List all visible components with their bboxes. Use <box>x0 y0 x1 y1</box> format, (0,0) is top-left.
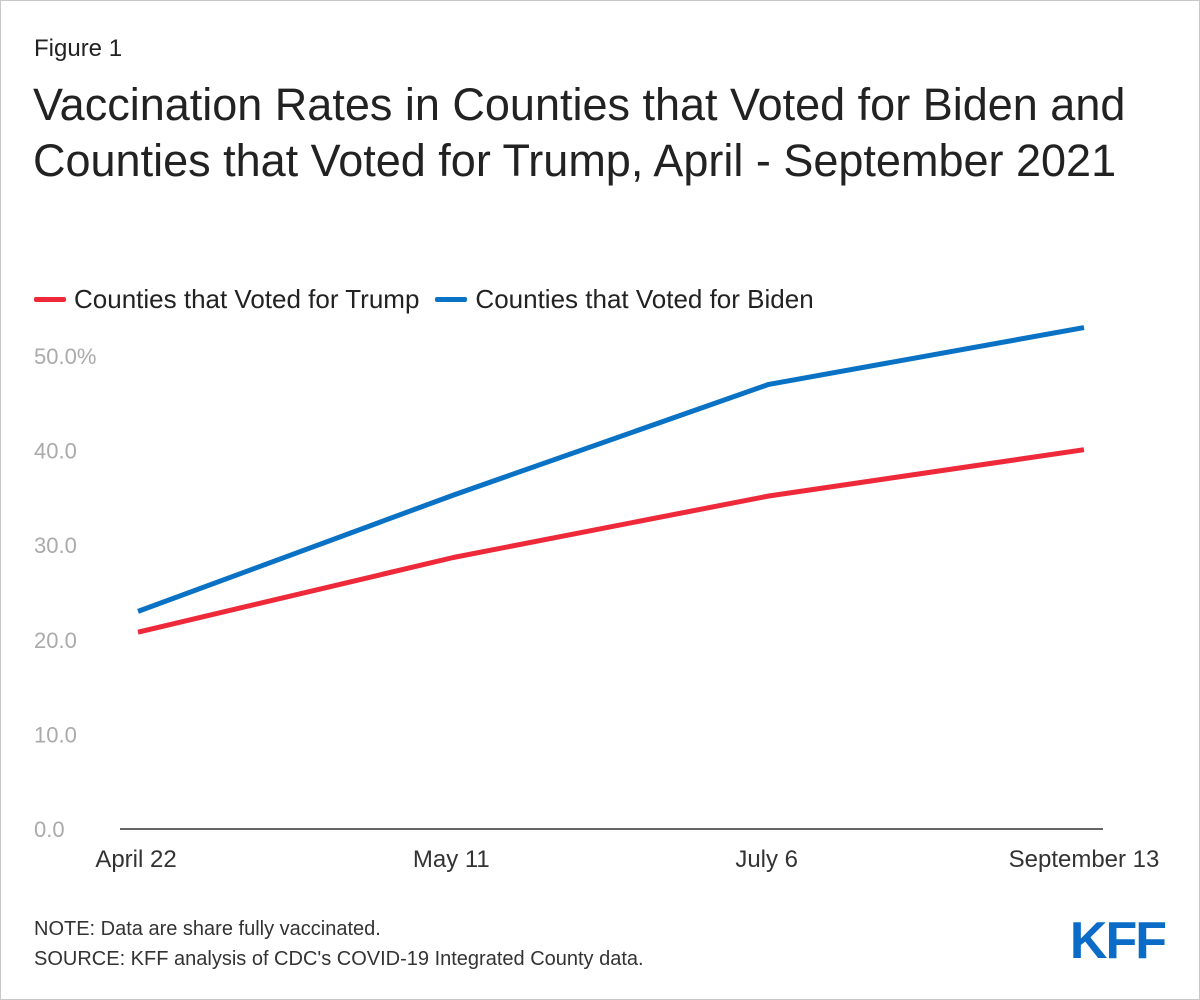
figure-label: Figure 1 <box>34 35 123 62</box>
footer-source: SOURCE: KFF analysis of CDC's COVID-19 I… <box>34 948 644 970</box>
line-chart: 0.0 10.0 20.0 30.0 40.0 50.0% April 22 May 11 Ju… <box>34 325 1160 873</box>
y-tick-label: 10.0 <box>34 722 77 747</box>
legend-swatch-trump <box>34 297 66 302</box>
legend-label-trump: Counties that Voted for Trump <box>74 284 420 314</box>
y-tick-label: 40.0 <box>34 439 77 464</box>
chart-legend: Counties that Voted for Trump Counties t… <box>34 284 814 315</box>
y-tick-label: 30.0 <box>34 533 77 558</box>
chart-footer: NOTE: Data are share fully vaccinated. S… <box>34 914 644 974</box>
y-tick-label: 20.0 <box>34 628 77 653</box>
legend-item-biden: Counties that Voted for Biden <box>435 284 814 315</box>
x-tick-label: September 13 <box>1009 846 1160 873</box>
footer-note: NOTE: Data are share fully vaccinated. <box>34 918 381 940</box>
kff-logo: KFF <box>1069 912 1167 970</box>
legend-swatch-biden <box>435 297 468 302</box>
y-tick-label: 0.0 <box>34 817 65 842</box>
chart-title: Vaccination Rates in Counties that Voted… <box>33 79 1126 186</box>
x-tick-label: April 22 <box>95 846 176 873</box>
legend-label-biden: Counties that Voted for Biden <box>475 284 814 314</box>
x-tick-label: July 6 <box>735 846 798 873</box>
series-line-trump <box>137 447 1085 635</box>
legend-item-trump: Counties that Voted for Trump <box>34 284 419 315</box>
series-line-biden <box>137 325 1085 614</box>
y-tick-label: 50.0% <box>34 344 96 369</box>
x-tick-label: May 11 <box>413 846 490 873</box>
